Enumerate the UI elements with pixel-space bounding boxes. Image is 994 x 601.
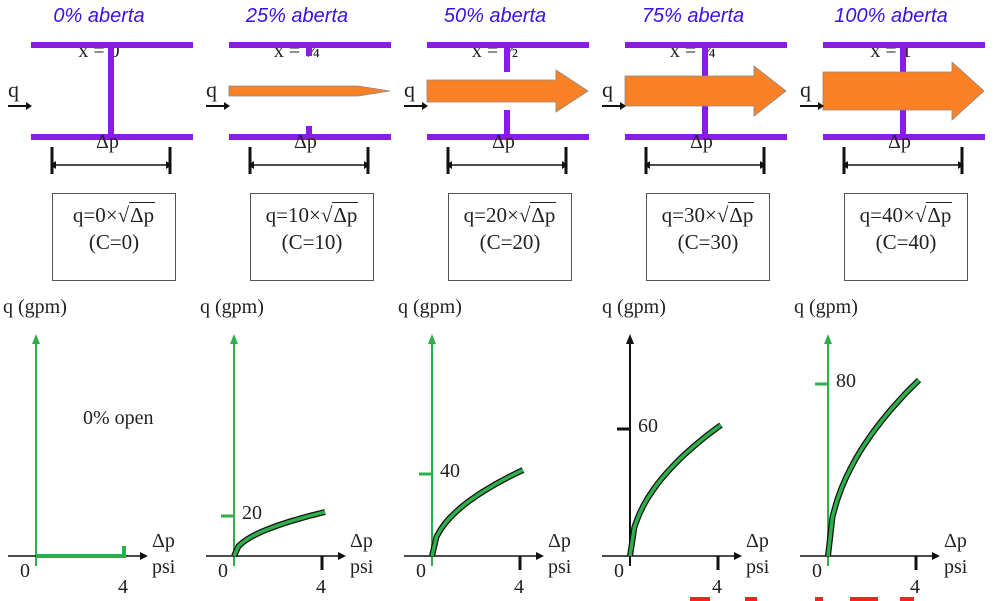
y-tick-label: 20 (242, 502, 262, 524)
formula-constant: (C=0) (88, 230, 140, 254)
dp-label: Δp (294, 131, 317, 153)
pipe-walls (229, 42, 391, 140)
y-tick-label: 60 (638, 415, 658, 437)
formula-constant: (C=20) (479, 230, 541, 254)
flow-label: q (404, 77, 415, 102)
y-tick-label: 40 (440, 460, 460, 482)
x-origin-label: 0 (614, 560, 624, 582)
y-axis-label: q (gpm) (200, 296, 264, 318)
dp-bracket (50, 147, 172, 174)
valve-panel-2: 50% aberta x = ½ q Δp q=20×√Δp (C=20) q … (396, 0, 594, 601)
dp-label: Δp (492, 131, 515, 153)
x-tick-label: 4 (316, 576, 326, 598)
dp-bracket (842, 147, 964, 174)
x-tick-label: 4 (514, 576, 524, 598)
chart-axes (8, 334, 148, 566)
chart-axes (206, 334, 346, 570)
valve-diagram (800, 42, 985, 570)
y-tick-label: 80 (836, 370, 856, 392)
chart-axes (404, 334, 544, 570)
x-axis-label: Δp (152, 530, 175, 552)
x-tick-label: 4 (910, 576, 920, 598)
opening-title: 0% aberta (53, 5, 145, 27)
chart-axes (800, 334, 940, 570)
x-axis-label: Δp (548, 530, 571, 552)
formula-constant: (C=30) (677, 230, 739, 254)
dp-label: Δp (690, 131, 713, 153)
x-units-label: psi (350, 556, 374, 578)
valve-diagram (206, 42, 391, 570)
pipe-walls (31, 42, 193, 140)
flow-formula-box: q=10×√Δp (C=10) (250, 193, 374, 281)
sqrt-icon: √Δp (320, 202, 359, 227)
valve-panel-4: 100% aberta x = 1 q Δp q=40×√Δp (C=40) q… (792, 0, 990, 601)
x-axis-label: Δp (350, 530, 373, 552)
formula-coef: q=0× (72, 203, 118, 227)
flow-formula-box: q=0×√Δp (C=0) (52, 193, 176, 281)
y-axis-label: q (gpm) (602, 296, 666, 318)
opening-title: 75% aberta (641, 5, 745, 27)
dp-bracket (248, 147, 370, 174)
chart-axes (602, 334, 742, 570)
pipe-walls (427, 42, 589, 140)
dp-bracket (644, 147, 766, 174)
valve-panel-1: 25% aberta x = ¼ q Δp q=10×√Δp (C=10) q … (198, 0, 396, 601)
pipe-walls (625, 42, 787, 140)
x-units-label: psi (152, 556, 176, 578)
y-axis-label: q (gpm) (794, 296, 858, 318)
flow-label: q (8, 77, 19, 102)
flow-in-arrow-icon (206, 102, 230, 110)
flow-in-arrow-icon (8, 102, 32, 110)
x-units-label: psi (944, 556, 968, 578)
flow-formula-box: q=20×√Δp (C=20) (448, 193, 572, 281)
x-tick-label: 4 (118, 576, 128, 598)
sqrt-icon: √Δp (716, 202, 755, 227)
red-text-fragment (690, 597, 914, 601)
formula-coef: q=20× (463, 203, 519, 227)
flow-label: q (800, 77, 811, 102)
sqrt-icon: √Δp (914, 202, 953, 227)
formula-coef: q=30× (661, 203, 717, 227)
chart-annotation: 0% open (83, 407, 154, 429)
dp-label: Δp (888, 131, 911, 153)
formula-coef: q=40× (859, 203, 915, 227)
formula-constant: (C=10) (281, 230, 343, 254)
x-origin-label: 0 (416, 560, 426, 582)
valve-panel-3: 75% aberta x = ¾ q Δp q=30×√Δp (C=30) q … (594, 0, 792, 601)
opening-title: 100% aberta (834, 5, 948, 27)
x-origin-label: 0 (20, 560, 30, 582)
y-axis-label: q (gpm) (398, 296, 462, 318)
valve-diagram (602, 42, 787, 570)
flow-in-arrow-icon (602, 102, 626, 110)
x-units-label: psi (746, 556, 770, 578)
valve-diagram (8, 42, 193, 566)
y-axis-label: q (gpm) (3, 296, 67, 318)
formula-constant: (C=40) (875, 230, 937, 254)
flow-formula-box: q=30×√Δp (C=30) (646, 193, 770, 281)
pipe-walls (823, 42, 985, 140)
flow-in-arrow-icon (800, 102, 824, 110)
sqrt-icon: √Δp (117, 202, 156, 227)
x-tick-label: 4 (712, 576, 722, 598)
dp-bracket (446, 147, 568, 174)
flow-label: q (206, 77, 217, 102)
x-axis-label: Δp (746, 530, 769, 552)
opening-title: 25% aberta (245, 5, 349, 27)
flow-formula-box: q=40×√Δp (C=40) (844, 193, 968, 281)
dp-label: Δp (96, 131, 119, 153)
x-axis-label: Δp (944, 530, 967, 552)
x-origin-label: 0 (812, 560, 822, 582)
valve-diagram (404, 42, 589, 570)
flow-label: q (602, 77, 613, 102)
valve-panel-0: 0% aberta x = 0 q Δp q=0×√Δp (C=0) q (gp… (0, 0, 198, 601)
sqrt-icon: √Δp (518, 202, 557, 227)
x-units-label: psi (548, 556, 572, 578)
formula-coef: q=10× (265, 203, 321, 227)
x-origin-label: 0 (218, 560, 228, 582)
flow-in-arrow-icon (404, 102, 428, 110)
opening-title: 50% aberta (443, 5, 547, 27)
